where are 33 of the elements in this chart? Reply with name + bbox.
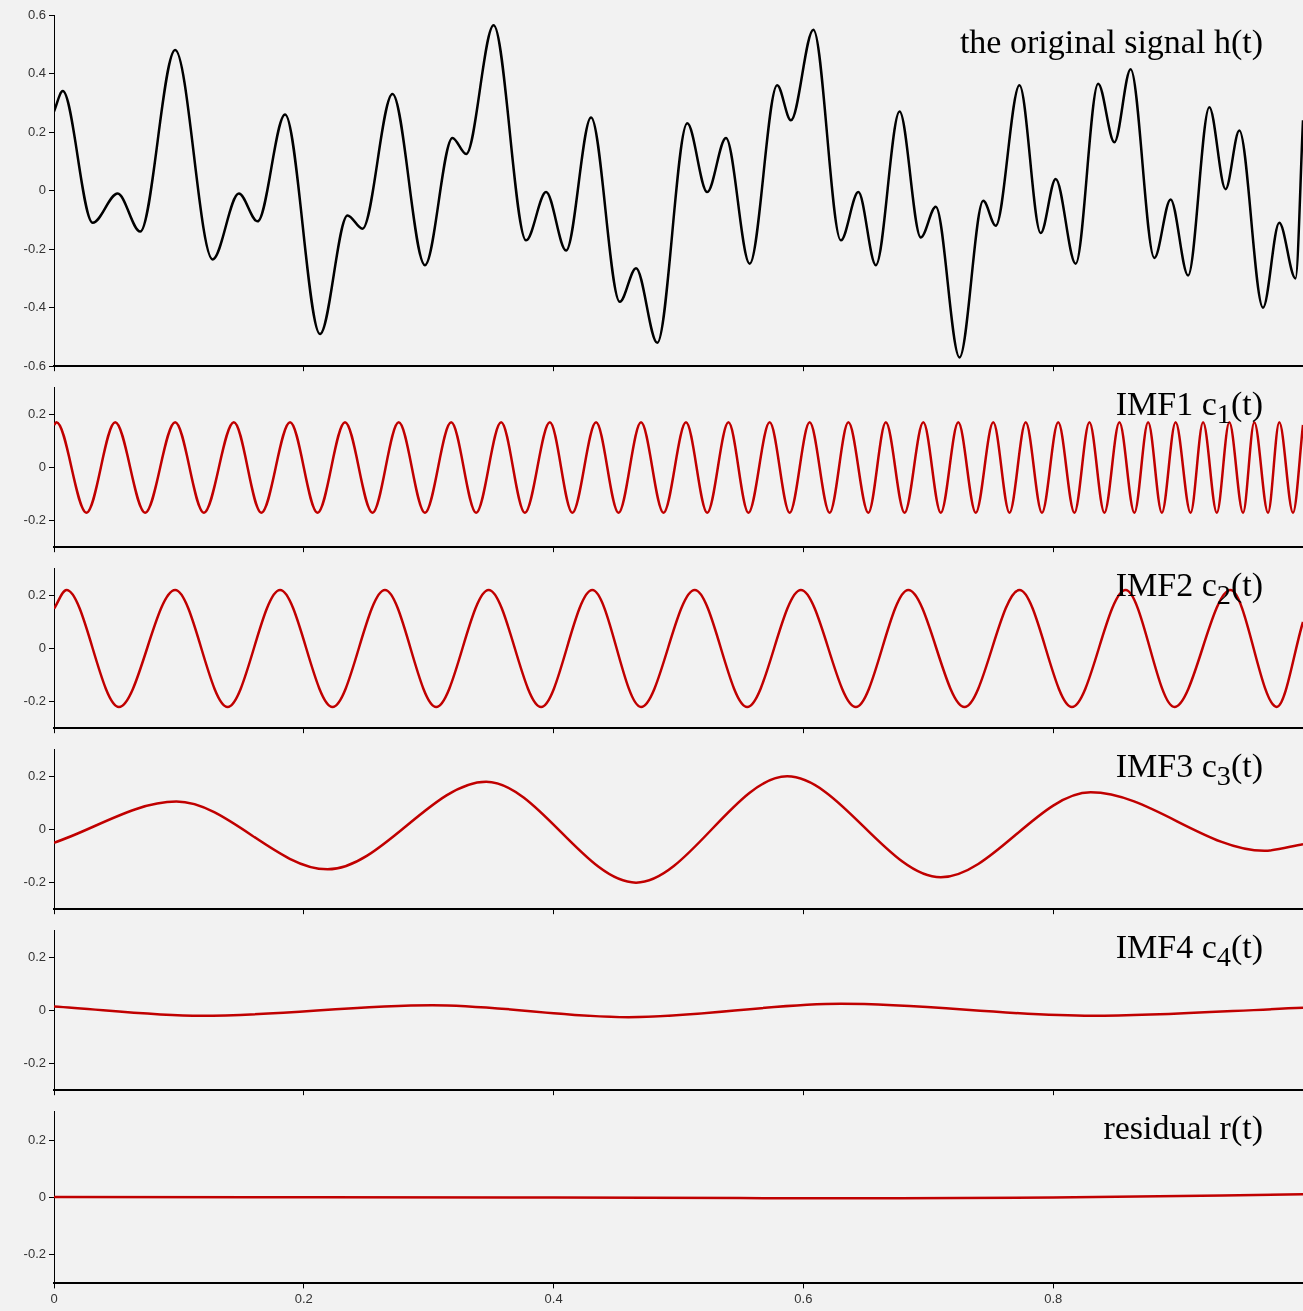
y-tick-label: 0	[38, 640, 46, 656]
x-tick-label: 0.6	[794, 1290, 813, 1306]
y-tick-label: -0.2	[23, 1246, 46, 1262]
y-tick-label: -0.2	[23, 693, 46, 709]
y-tick-label: -0.4	[23, 299, 46, 315]
annotation: IMF3 c$_{3}$(t)	[1115, 747, 1263, 792]
y-tick-label: -0.2	[23, 1055, 46, 1071]
annotation: IMF1 c$_{1}$(t)	[1115, 385, 1263, 430]
x-tick-label: 0	[50, 1290, 58, 1306]
y-tick-label: 0.2	[27, 767, 46, 783]
y-tick-label: -0.2	[23, 512, 46, 528]
y-tick-label: -0.2	[23, 874, 46, 890]
y-tick-label: 0	[38, 182, 46, 198]
x-tick-label: 0.4	[544, 1290, 563, 1306]
y-tick-label: 0.4	[27, 65, 46, 81]
y-tick-label: 0.2	[27, 948, 46, 964]
y-tick-label: 0.6	[27, 6, 46, 22]
y-tick-label: 0.2	[27, 405, 46, 421]
line-series	[54, 1002, 1303, 1019]
y-tick-label: -0.6	[23, 357, 46, 373]
annotation: IMF4 c$_{4}$(t)	[1115, 928, 1263, 973]
y-tick-label: -0.2	[23, 240, 46, 256]
annotation: the original signal h(t)	[959, 23, 1263, 61]
x-tick-label: 0.2	[294, 1290, 313, 1306]
annotation: residual r(t)	[1103, 1109, 1263, 1147]
y-tick-label: 0.2	[27, 1131, 46, 1147]
y-tick-label: 0	[38, 459, 46, 475]
y-tick-label: 0.2	[27, 123, 46, 139]
y-tick-label: 0	[38, 821, 46, 837]
y-tick-label: 0	[38, 1002, 46, 1018]
y-tick-label: 0.2	[27, 586, 46, 602]
y-tick-label: 0	[38, 1189, 46, 1205]
x-tick-label: 0.8	[1044, 1290, 1063, 1306]
